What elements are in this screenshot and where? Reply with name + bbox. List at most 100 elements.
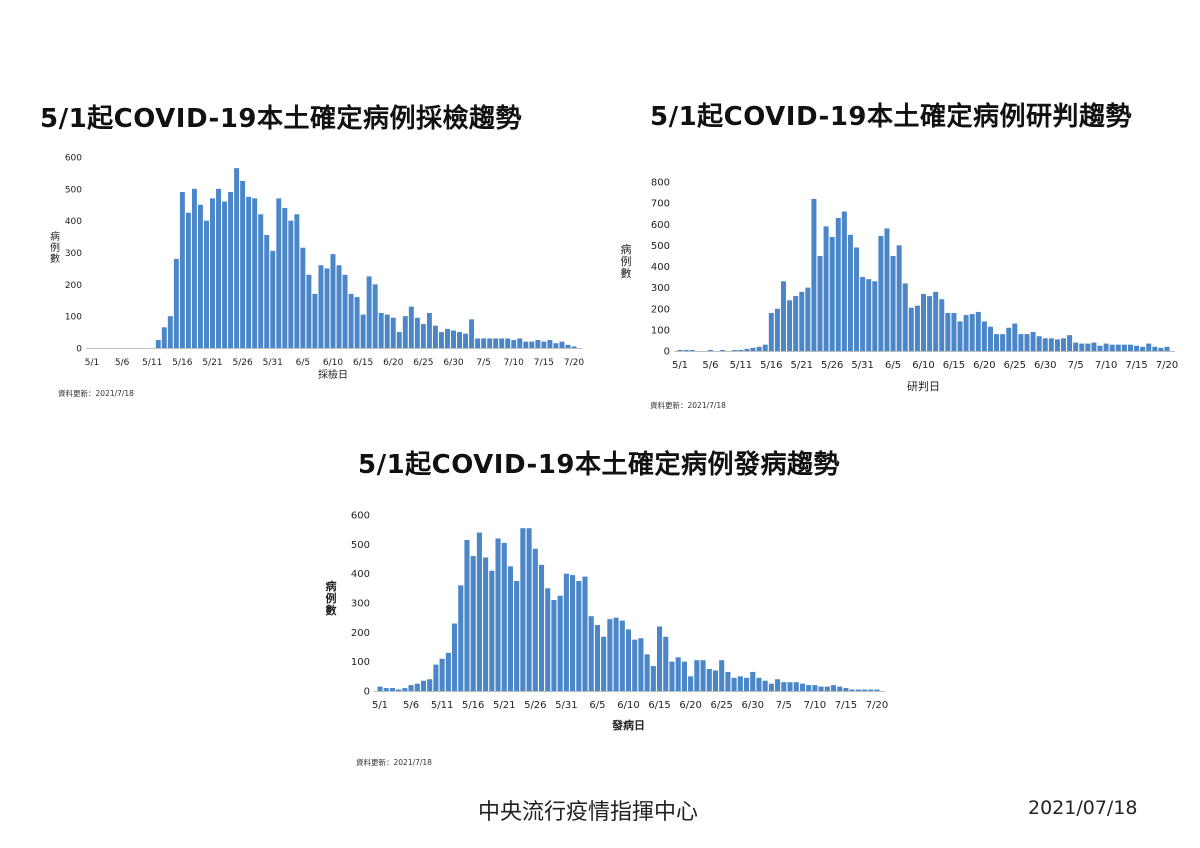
- bar: [383, 688, 389, 691]
- bar: [945, 312, 951, 351]
- bar: [743, 677, 750, 691]
- bar: [240, 180, 246, 348]
- bar: [300, 247, 306, 348]
- bar: [731, 677, 737, 691]
- bar: [469, 319, 475, 348]
- bar: [1097, 345, 1103, 351]
- bar: [719, 660, 725, 691]
- bar: [787, 300, 793, 351]
- bar: [1048, 338, 1054, 351]
- bar: [744, 348, 750, 351]
- bar: [501, 542, 507, 691]
- x-tick-label: 5/11: [730, 360, 752, 371]
- x-axis-label: 發病日: [611, 718, 645, 732]
- bar: [420, 680, 427, 691]
- bar: [878, 235, 884, 351]
- x-tick-label: 6/5: [296, 358, 310, 368]
- x-tick-label: 5/16: [462, 700, 484, 711]
- x-tick-label: 7/20: [1156, 360, 1178, 371]
- bar: [720, 349, 726, 351]
- bar: [1000, 334, 1006, 351]
- x-tick-label: 5/1: [672, 360, 688, 371]
- bar: [526, 528, 532, 691]
- bar: [1067, 335, 1073, 351]
- bar: [902, 283, 908, 351]
- x-tick-label: 5/21: [791, 360, 813, 371]
- bar: [781, 682, 787, 691]
- bar: [155, 340, 161, 348]
- bar: [234, 168, 240, 348]
- y-tick-label: 0: [364, 687, 370, 698]
- bar: [563, 573, 569, 691]
- bar: [433, 664, 439, 691]
- x-tick-label: 5/26: [524, 700, 546, 711]
- y-axis-label: 病例數: [326, 579, 337, 617]
- x-tick-label: 7/10: [504, 358, 524, 368]
- bar: [837, 686, 843, 691]
- bar: [258, 214, 264, 348]
- bar: [1127, 344, 1133, 351]
- bar: [884, 228, 890, 351]
- bar: [762, 680, 768, 691]
- bar: [222, 201, 228, 348]
- bar: [582, 576, 588, 691]
- bar: [489, 570, 495, 691]
- y-tick-label: 100: [65, 313, 82, 323]
- bar: [499, 338, 505, 348]
- bar: [514, 581, 520, 691]
- y-tick-label: 300: [65, 249, 82, 259]
- bar: [505, 338, 511, 348]
- y-tick-label: 200: [65, 281, 82, 291]
- bar: [179, 192, 185, 348]
- y-tick-label: 200: [351, 628, 370, 639]
- bar: [818, 686, 824, 691]
- x-tick-label: 6/20: [383, 358, 403, 368]
- bar: [750, 671, 756, 691]
- y-tick-label: 100: [351, 657, 370, 668]
- x-tick-label: 6/10: [617, 700, 639, 711]
- chart-title-onset: 5/1起COVID-19本土確定病例發病趨勢: [358, 450, 840, 480]
- bar: [559, 341, 565, 348]
- bar: [927, 296, 933, 351]
- bar: [872, 281, 878, 351]
- bar: [805, 287, 811, 351]
- bar: [644, 654, 650, 691]
- bar: [843, 688, 849, 691]
- bar: [1134, 345, 1140, 351]
- bar: [1024, 334, 1030, 351]
- bar: [1164, 346, 1170, 351]
- bar: [969, 314, 975, 351]
- bar: [963, 315, 969, 351]
- bar: [768, 312, 774, 351]
- bar: [470, 556, 476, 691]
- bar: [372, 284, 378, 348]
- x-tick-label: 7/15: [835, 700, 857, 711]
- bar: [306, 274, 312, 348]
- bar: [860, 277, 866, 351]
- bar: [1030, 331, 1036, 351]
- bar: [706, 669, 712, 691]
- x-tick-label: 6/25: [413, 358, 433, 368]
- bar: [868, 689, 874, 691]
- y-tick-label: 400: [351, 569, 370, 580]
- y-tick-label: 0: [664, 347, 670, 358]
- x-tick-label: 7/5: [776, 700, 792, 711]
- bar: [557, 595, 563, 691]
- bar: [535, 340, 541, 348]
- bar: [817, 255, 823, 351]
- x-tick-label: 6/10: [323, 358, 343, 368]
- bar: [933, 291, 939, 351]
- data-update-note: 資料更新：2021/7/18: [356, 757, 432, 767]
- bar: [426, 312, 432, 348]
- x-tick-label: 6/20: [973, 360, 995, 371]
- bar: [855, 689, 861, 691]
- bar: [756, 677, 762, 691]
- bar: [384, 314, 390, 348]
- bar: [890, 255, 896, 351]
- bar: [445, 652, 451, 691]
- y-tick-label: 100: [651, 325, 670, 336]
- bar: [981, 321, 987, 351]
- bar: [464, 539, 470, 691]
- bar: [657, 626, 663, 691]
